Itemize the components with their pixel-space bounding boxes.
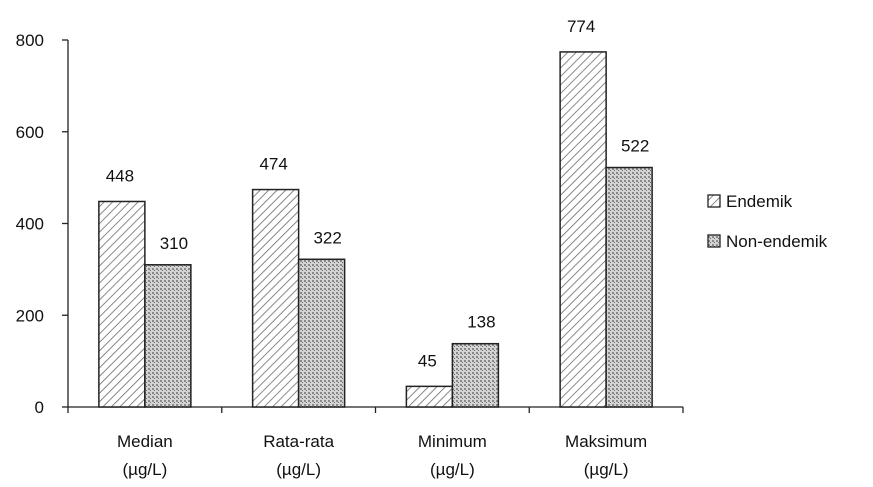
y-tick-label: 600 bbox=[16, 123, 44, 142]
legend: Endemik Non-endemik bbox=[707, 192, 828, 251]
data-label: 522 bbox=[621, 137, 649, 156]
data-label: 45 bbox=[418, 351, 437, 370]
bar-endemik bbox=[98, 200, 146, 408]
data-label: 310 bbox=[160, 234, 188, 253]
y-tick-label: 0 bbox=[35, 398, 44, 417]
data-label: 322 bbox=[313, 228, 341, 247]
legend-swatch-non-endemik bbox=[707, 234, 721, 248]
x-axis: Median (µg/L) Rata-rata (µg/L) Minimum (µg/L)… bbox=[67, 406, 684, 479]
x-category-label: (µg/L) bbox=[430, 460, 475, 479]
data-label: 138 bbox=[467, 313, 495, 332]
y-axis: 0 200 400 600 800 bbox=[16, 31, 69, 417]
data-label: 448 bbox=[106, 166, 134, 185]
x-category-label: (µg/L) bbox=[276, 460, 321, 479]
y-tick-label: 200 bbox=[16, 306, 44, 325]
bar-endemik bbox=[559, 51, 607, 408]
bar-endemik bbox=[251, 188, 300, 408]
data-label: 774 bbox=[567, 17, 595, 36]
x-category-label: Median bbox=[117, 432, 173, 451]
x-category-label: (µg/L) bbox=[123, 460, 168, 479]
legend-swatch-endemik bbox=[707, 194, 721, 208]
bar-non-endemik bbox=[144, 264, 192, 408]
bar-non-endemik bbox=[451, 342, 500, 408]
bars bbox=[98, 51, 653, 408]
legend-label: Non-endemik bbox=[726, 232, 828, 251]
bar-non-endemik bbox=[605, 166, 653, 408]
x-category-label: Maksimum bbox=[565, 432, 647, 451]
bar-endemik bbox=[405, 385, 454, 408]
x-category-label: Minimum bbox=[418, 432, 487, 451]
bar-non-endemik bbox=[297, 258, 346, 408]
data-label: 474 bbox=[259, 155, 287, 174]
y-tick-label: 800 bbox=[16, 31, 44, 50]
legend-label: Endemik bbox=[726, 192, 793, 211]
data-labels: 448 310 474 322 45 138 774 522 bbox=[106, 17, 650, 370]
x-category-label: Rata-rata bbox=[263, 432, 334, 451]
x-category-label: (µg/L) bbox=[584, 460, 629, 479]
y-tick-label: 400 bbox=[16, 215, 44, 234]
